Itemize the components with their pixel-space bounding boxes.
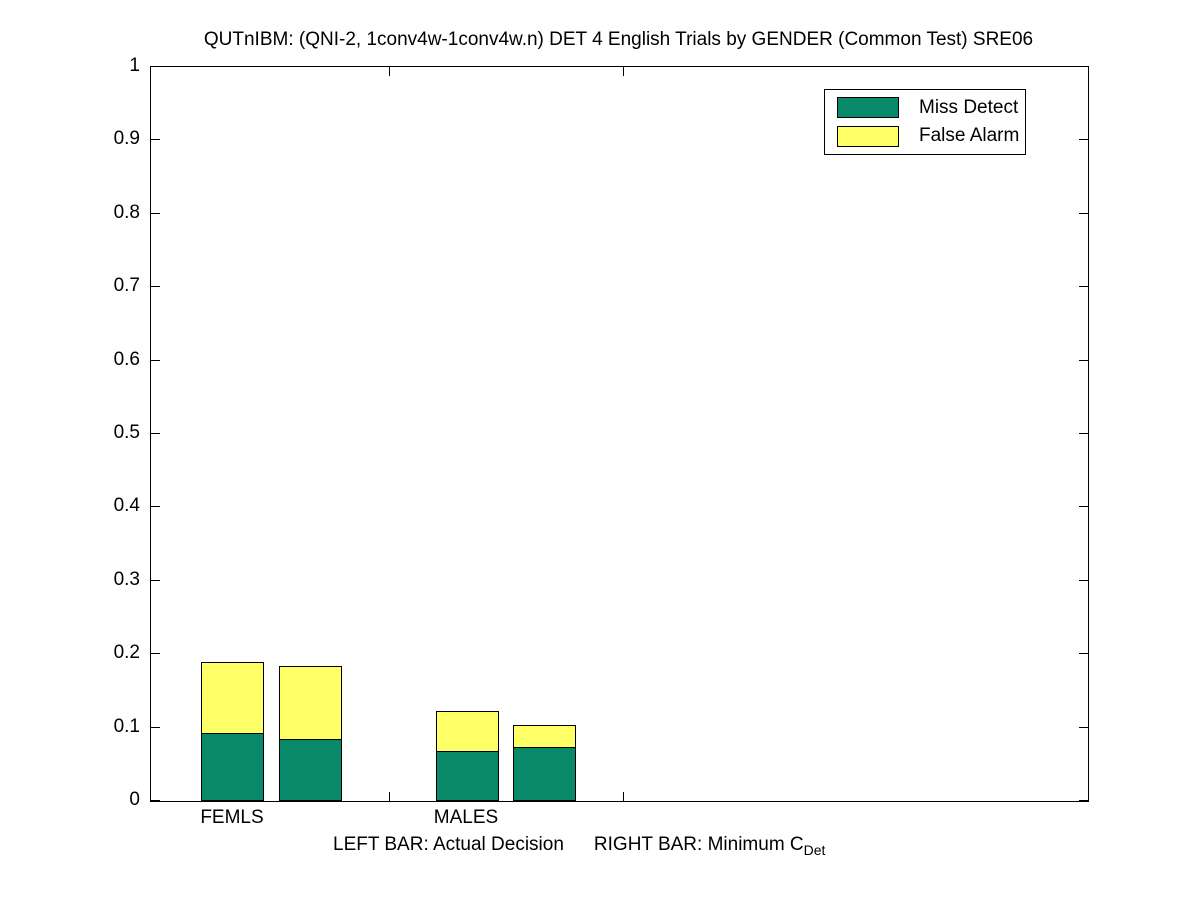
y-axis-tick-label: 0.3 (113, 569, 140, 590)
axis-caption: LEFT BAR: Actual Decision RIGHT BAR: Mini… (333, 833, 826, 858)
x-category-label-males: MALES (433, 807, 499, 828)
y-tick-mark-left (151, 213, 160, 214)
x-tick-mark-bottom (623, 792, 624, 801)
y-tick-mark-left (151, 360, 160, 361)
caption-left-bar: LEFT BAR: Actual Decision (333, 834, 564, 855)
bar-miss-detect-femls-minimum-c-det (279, 739, 342, 801)
miss-detect-swatch-icon (837, 97, 899, 119)
y-tick-mark-left (151, 727, 160, 728)
false-alarm-swatch-icon (837, 125, 899, 147)
y-tick-mark-right (1079, 66, 1088, 67)
y-tick-mark-left (151, 66, 160, 67)
y-tick-mark-right (1079, 286, 1088, 287)
x-tick-mark-top (623, 67, 624, 76)
y-tick-mark-left (151, 286, 160, 287)
y-tick-mark-right (1079, 360, 1088, 361)
y-axis-tick-label: 0.2 (113, 642, 140, 663)
y-axis-tick-label: 0 (129, 789, 140, 810)
y-tick-mark-left (151, 800, 160, 801)
plot-area (150, 66, 1089, 802)
y-axis-tick-label: 0.1 (113, 716, 140, 737)
y-axis-tick-label: 1 (129, 55, 140, 76)
bar-miss-detect-femls-actual-decision (201, 733, 264, 801)
chart-title: QUTnIBM: (QNI-2, 1conv4w-1conv4w.n) DET … (203, 29, 1034, 50)
y-axis-tick-label: 0.8 (113, 202, 140, 223)
x-tick-mark-bottom (389, 792, 390, 801)
caption-subscript: Det (803, 841, 826, 858)
y-tick-mark-left (151, 580, 160, 581)
x-tick-mark-top (389, 67, 390, 76)
y-tick-mark-left (151, 506, 160, 507)
y-tick-mark-right (1079, 433, 1088, 434)
y-axis-tick-label: 0.7 (113, 275, 140, 296)
legend-box: Miss Detect False Alarm (824, 89, 1026, 155)
y-tick-mark-right (1079, 506, 1088, 507)
bar-miss-detect-males-actual-decision (436, 751, 499, 801)
y-tick-mark-right (1079, 727, 1088, 728)
caption-right-bar: RIGHT BAR: Minimum C (593, 834, 804, 855)
legend-item-miss-detect: Miss Detect (825, 97, 1025, 119)
y-tick-mark-right (1079, 580, 1088, 581)
bar-false-alarm-femls-actual-decision (201, 662, 264, 733)
y-axis-tick-label: 0.4 (113, 495, 140, 516)
y-tick-mark-right (1079, 800, 1088, 801)
x-category-label-femls: FEMLS (200, 807, 264, 828)
y-tick-mark-right (1079, 653, 1088, 654)
legend-label-false-alarm: False Alarm (919, 125, 1020, 147)
legend-item-false-alarm: False Alarm (825, 125, 1025, 147)
y-tick-mark-right (1079, 213, 1088, 214)
bar-false-alarm-femls-minimum-c-det (279, 666, 342, 739)
y-tick-mark-right (1079, 139, 1088, 140)
y-tick-mark-left (151, 139, 160, 140)
bar-miss-detect-males-minimum-c-det (513, 747, 576, 801)
legend-label-miss-detect: Miss Detect (919, 96, 1019, 118)
y-axis-tick-label: 0.5 (113, 422, 140, 443)
y-axis-tick-label: 0.9 (113, 128, 140, 149)
y-tick-mark-left (151, 653, 160, 654)
bar-false-alarm-males-actual-decision (436, 711, 499, 751)
y-tick-mark-left (151, 433, 160, 434)
bar-false-alarm-males-minimum-c-det (513, 725, 576, 747)
y-axis-tick-label: 0.6 (113, 349, 140, 370)
